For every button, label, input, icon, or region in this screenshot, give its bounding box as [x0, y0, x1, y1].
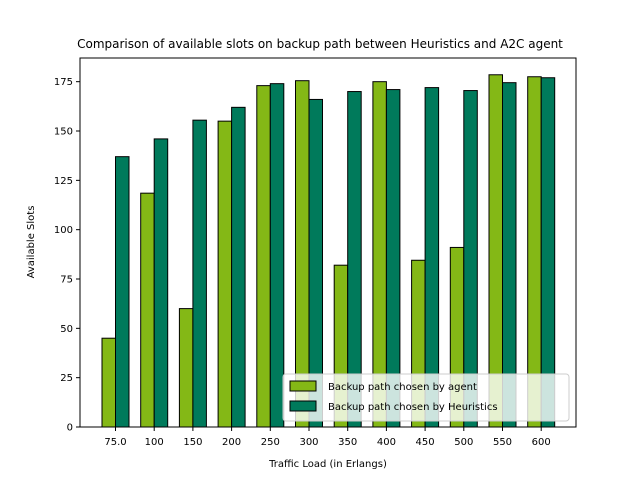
bar-agent-150 [178, 308, 194, 428]
x-axis-title: Traffic Load (in Erlangs) [268, 459, 387, 470]
bar-heuristics-100 [153, 138, 169, 428]
legend-box [282, 373, 570, 422]
y-tick-label: 150 [54, 127, 73, 138]
y-tick-label: 75 [60, 275, 73, 286]
x-axis: 75.0 100 150 200 250 300 350 400 450 500 550 600 [104, 427, 551, 448]
y-tick-label: 25 [60, 373, 73, 384]
bars-group [101, 74, 556, 428]
x-tick-label: 400 [377, 437, 396, 448]
chart-title: Comparison of available slots on backup … [77, 37, 563, 51]
bar-agent-250 [256, 85, 271, 428]
bar-agent-75.0 [101, 337, 116, 428]
x-tick-label: 150 [183, 437, 202, 448]
x-tick-label: 250 [261, 437, 280, 448]
y-tick-label: 0 [67, 423, 73, 434]
plot-frame [79, 57, 577, 428]
y-tick-label: 175 [54, 77, 73, 88]
x-tick-label: 300 [299, 437, 318, 448]
x-tick-label: 100 [145, 437, 164, 448]
y-tick-label: 50 [60, 324, 73, 335]
legend-label-heuristics: Backup path chosen by Heuristics [328, 402, 498, 413]
y-tick-label: 100 [54, 225, 73, 236]
legend-swatch-heuristics [289, 400, 317, 412]
x-tick-label: 200 [222, 437, 241, 448]
legend-swatch-agent [289, 380, 317, 392]
x-tick-label: 550 [493, 437, 512, 448]
bar-agent-100 [140, 192, 155, 428]
y-axis: 0 25 50 75 100 125 150 175 [54, 77, 80, 434]
y-tick-label: 125 [54, 176, 73, 187]
x-tick-label: 600 [532, 437, 551, 448]
x-tick-label: 500 [454, 437, 473, 448]
x-tick-label: 450 [416, 437, 435, 448]
bar-heuristics-200 [231, 106, 246, 428]
legend: Backup path chosen by agent Backup path c… [282, 373, 570, 422]
bar-agent-200 [217, 120, 233, 428]
legend-label-agent: Backup path chosen by agent [328, 382, 477, 393]
bar-heuristics-150 [192, 119, 207, 428]
bar-heuristics-250 [269, 83, 285, 428]
y-axis-title: Available Slots [26, 206, 37, 279]
x-tick-label: 350 [338, 437, 357, 448]
bar-heuristics-75.0 [115, 156, 130, 428]
x-tick-label: 75.0 [104, 437, 126, 448]
